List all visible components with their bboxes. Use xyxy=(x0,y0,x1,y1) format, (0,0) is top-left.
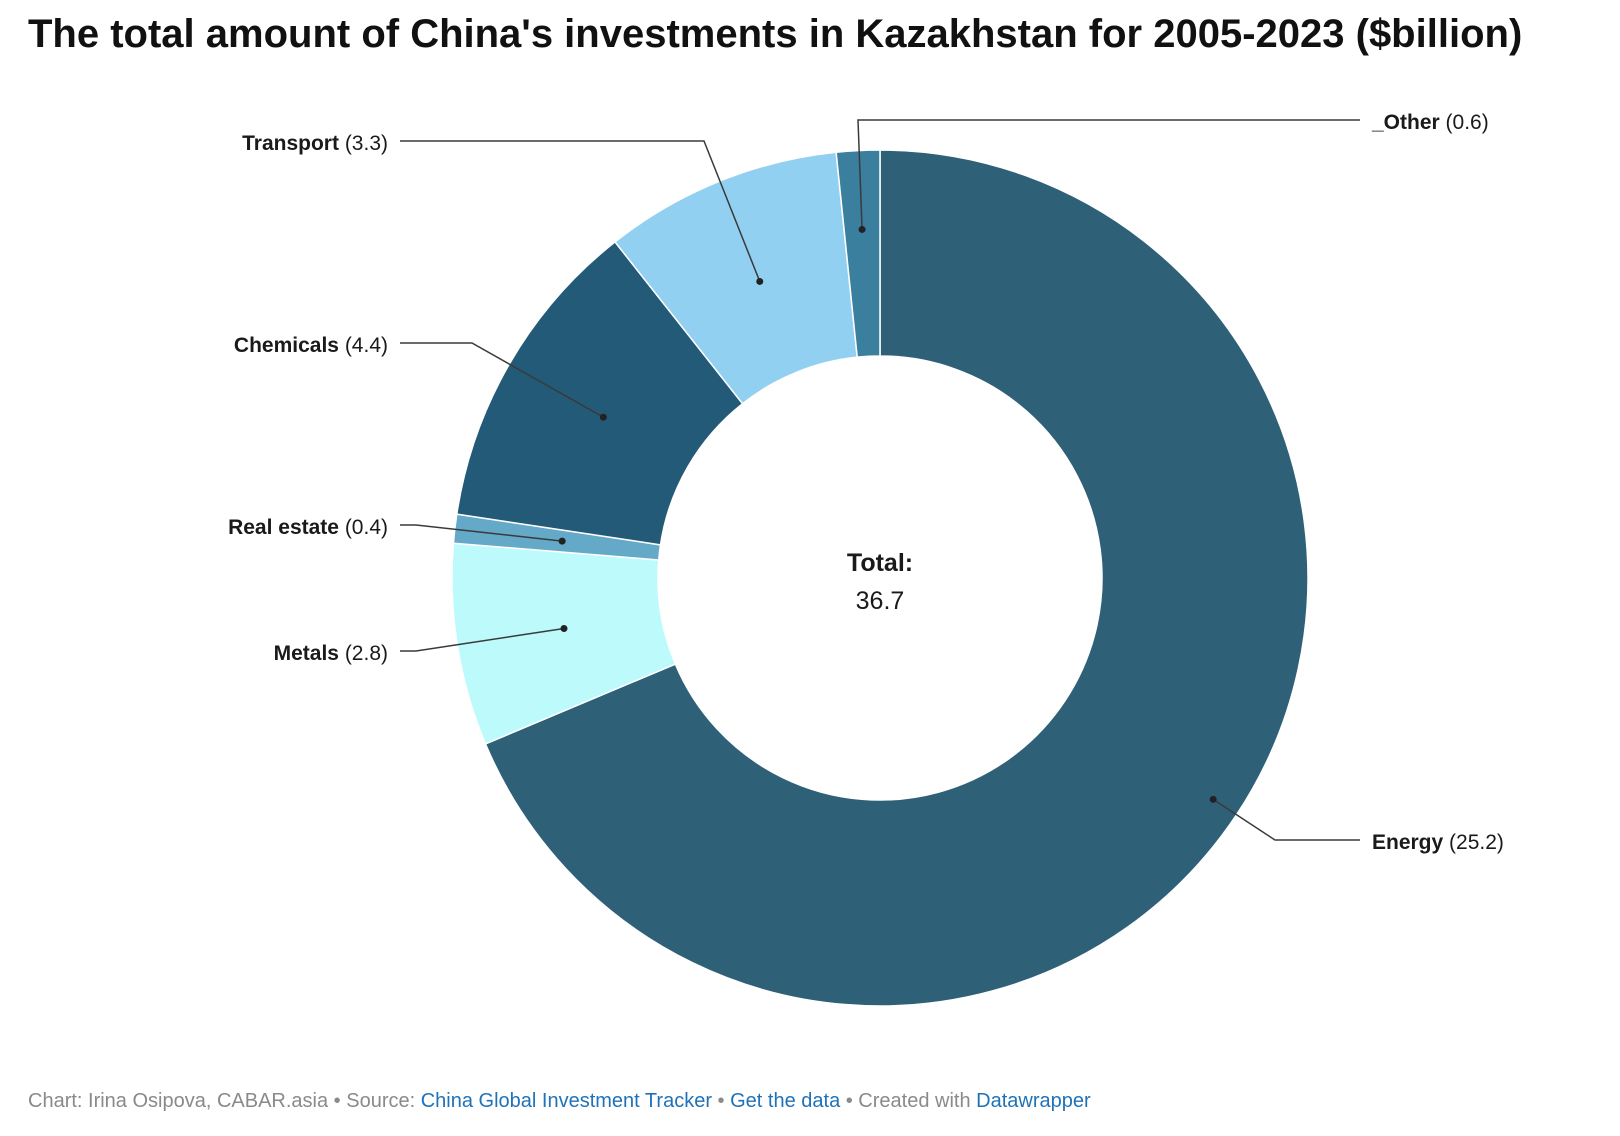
leader-line-energy xyxy=(1212,798,1360,841)
label-name: Real estate xyxy=(228,516,339,539)
label-name: Transport xyxy=(242,132,339,155)
leader-dot-metals xyxy=(560,624,568,632)
label-other: _Other (0.6) xyxy=(1371,111,1489,134)
label-name: Energy xyxy=(1372,831,1444,854)
source-link[interactable]: China Global Investment Tracker xyxy=(420,1090,712,1112)
label-chemicals: Chemicals (4.4) xyxy=(234,334,388,357)
leader-line-transport xyxy=(400,140,761,282)
chart-title: The total amount of China's investments … xyxy=(28,12,1523,56)
footer-sep: • xyxy=(711,1090,731,1112)
label-name: _Other xyxy=(1371,111,1440,134)
leader-line-real-estate xyxy=(400,524,563,542)
slice-chemicals[interactable] xyxy=(455,240,744,546)
label-value: (4.4) xyxy=(339,334,388,357)
label-value: (25.2) xyxy=(1443,831,1504,854)
footer-chart-credit: Chart: Irina Osipova, CABAR.asia xyxy=(28,1090,329,1112)
label-real-estate: Real estate (0.4) xyxy=(228,516,388,539)
leader-dot-real-estate xyxy=(558,537,566,545)
label-metals: Metals (2.8) xyxy=(274,642,388,665)
label-value: (0.4) xyxy=(339,516,388,539)
leader-line-other xyxy=(857,119,1360,230)
leader-dot-other xyxy=(858,225,866,233)
leader-dot-transport xyxy=(756,277,764,285)
center-total-label: Total: xyxy=(847,549,913,577)
label-transport: Transport (3.3) xyxy=(242,132,388,155)
label-name: Metals xyxy=(274,642,339,665)
slice-energy[interactable] xyxy=(484,149,1309,1007)
label-name: Chemicals xyxy=(234,334,339,357)
leader-line-metals xyxy=(400,627,565,652)
leader-dot-energy xyxy=(1209,795,1217,803)
label-energy: Energy (25.2) xyxy=(1372,831,1504,854)
leader-dot-chemicals xyxy=(599,413,607,421)
center-total-value: 36.7 xyxy=(856,587,905,615)
datawrapper-link[interactable]: Datawrapper xyxy=(976,1090,1091,1112)
footer-credits: Chart: Irina Osipova, CABAR.asia • Sourc… xyxy=(28,1090,1091,1113)
label-value: (2.8) xyxy=(339,642,388,665)
label-value: (3.3) xyxy=(339,132,388,155)
leader-line-chemicals xyxy=(400,342,604,418)
footer-sep: • Created with xyxy=(840,1090,977,1112)
get-data-link[interactable]: Get the data xyxy=(730,1090,841,1112)
slice-other[interactable] xyxy=(835,149,881,358)
footer-sep: • Source: xyxy=(328,1090,421,1112)
label-value: (0.6) xyxy=(1440,111,1489,134)
